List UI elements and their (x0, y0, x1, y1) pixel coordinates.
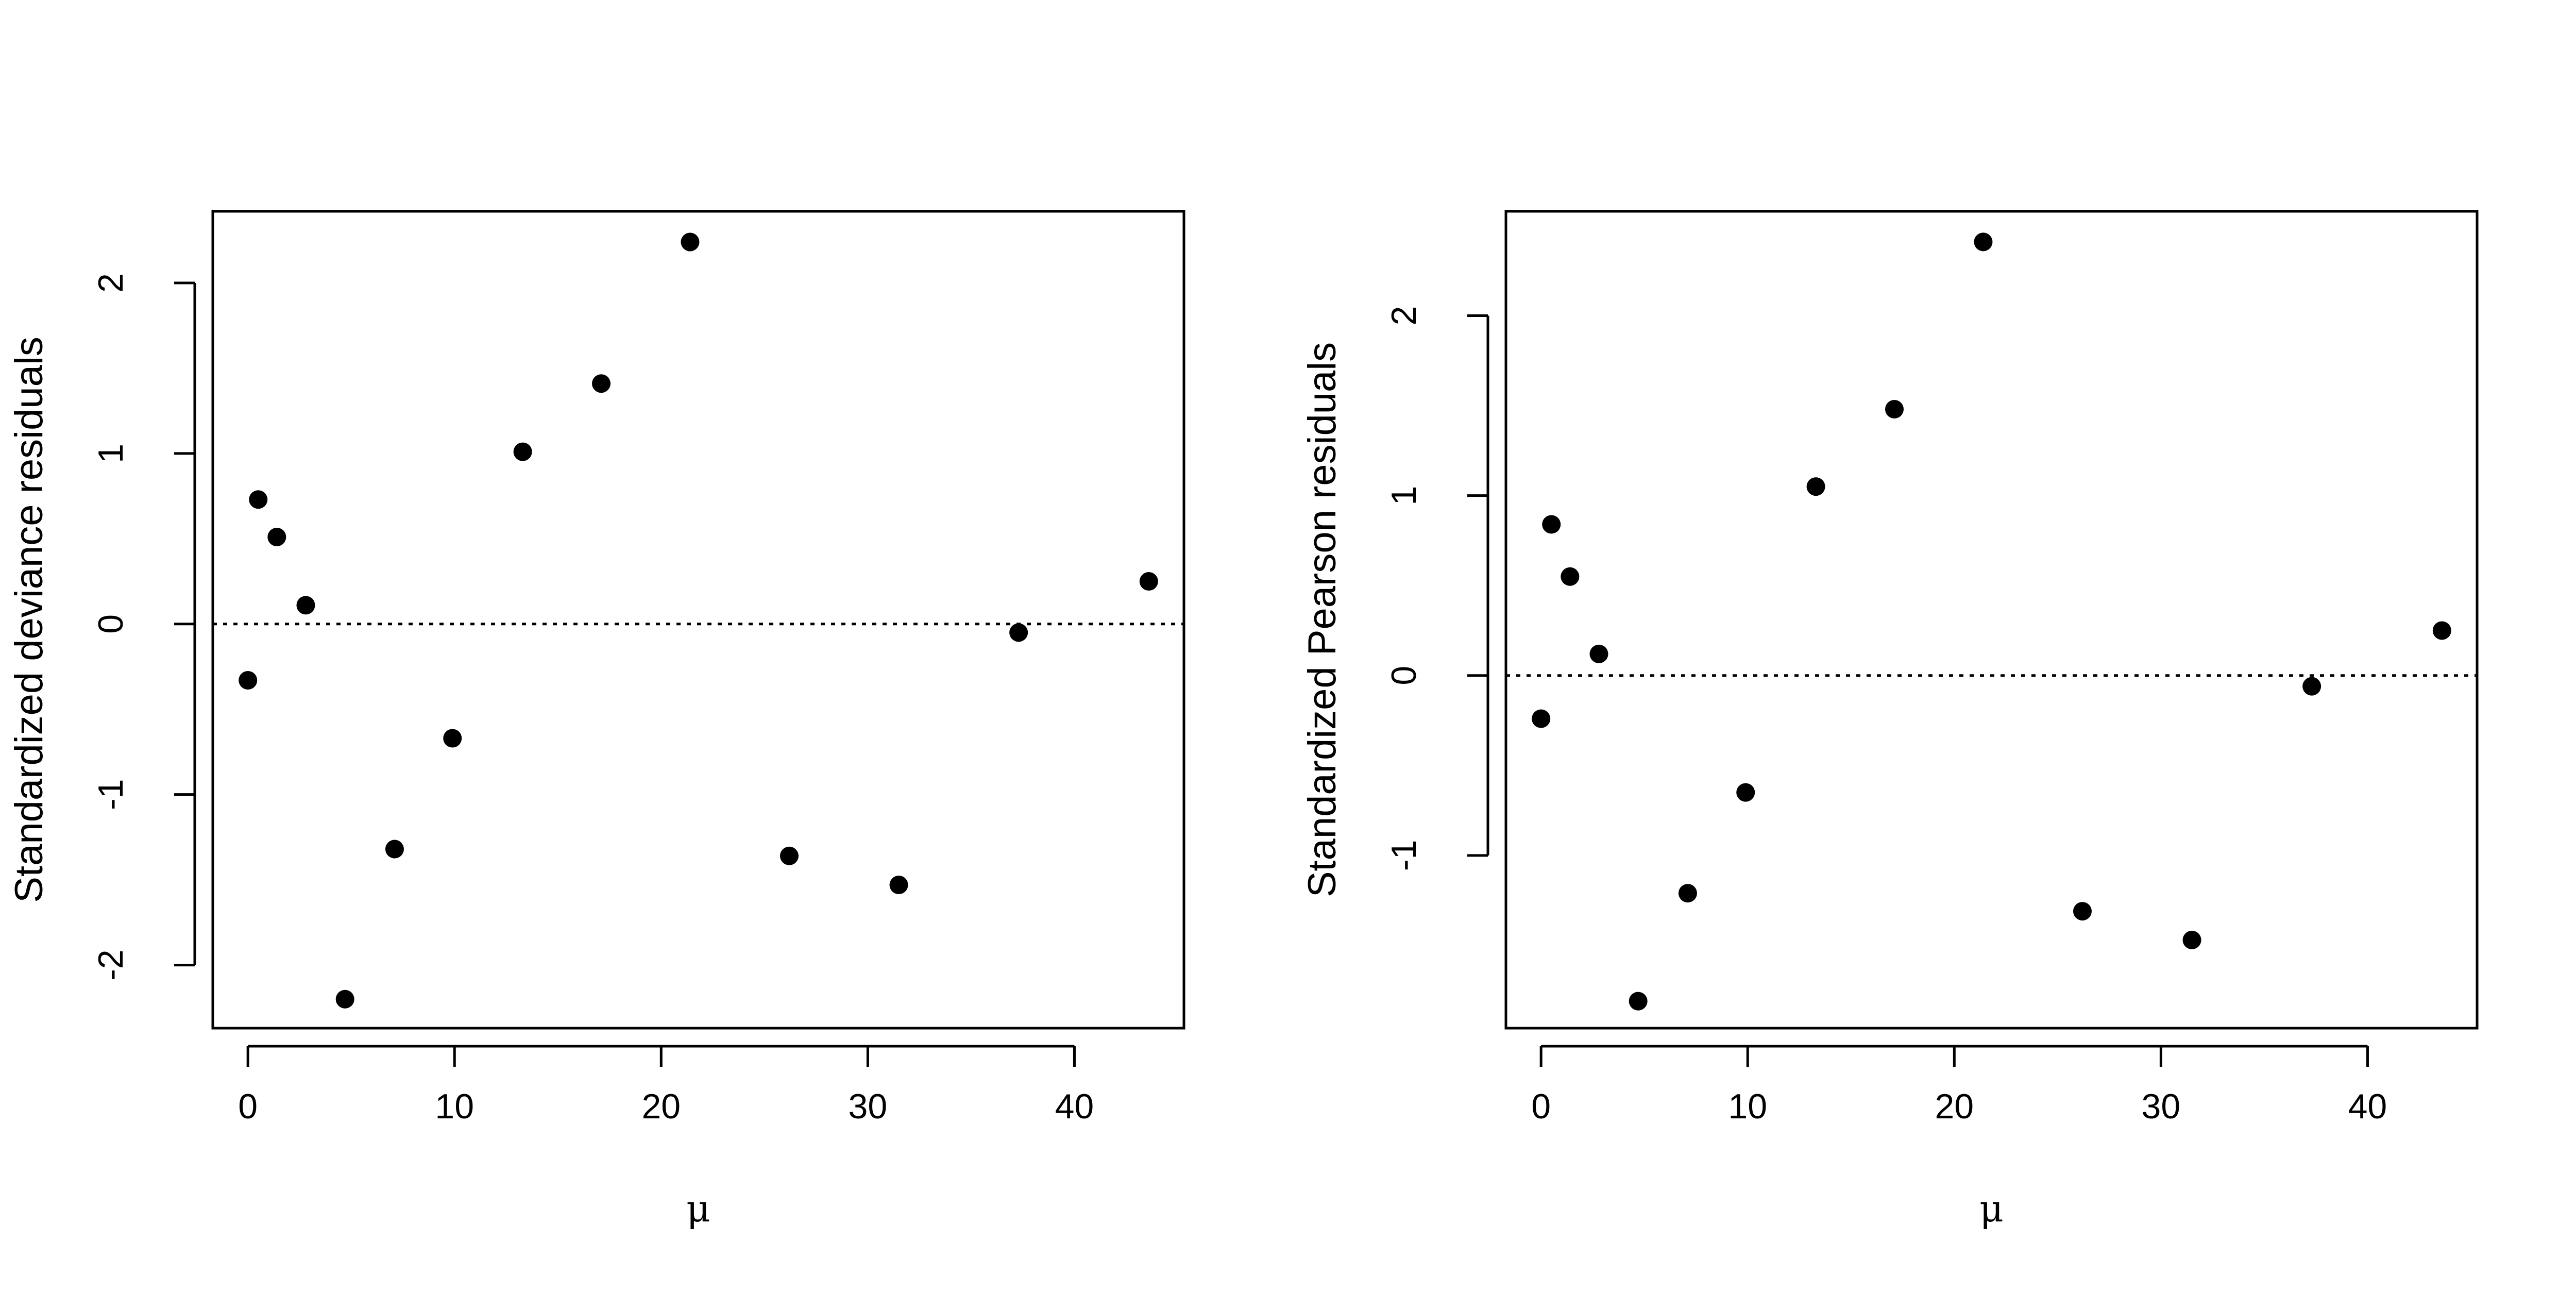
data-point (2073, 902, 2092, 921)
y-tick-label: -1 (1384, 840, 1423, 871)
data-point (592, 374, 611, 393)
data-point (1806, 477, 1825, 496)
x-axis-title: μ (1979, 1187, 2004, 1230)
data-point (779, 846, 799, 865)
y-tick-label: -1 (91, 779, 130, 810)
data-point (249, 490, 268, 509)
x-axis-title: μ (686, 1187, 710, 1230)
data-point (1561, 567, 1580, 586)
data-point (2302, 677, 2321, 696)
data-point (1678, 884, 1697, 903)
y-tick-label: 2 (1384, 306, 1423, 326)
y-axis-title: Standardized Pearson residuals (1300, 342, 1344, 897)
x-tick-label: 20 (641, 1087, 681, 1126)
data-point (513, 442, 532, 461)
x-tick-label: 10 (435, 1087, 474, 1126)
data-point (1974, 232, 1993, 252)
x-tick-label: 40 (1055, 1087, 1094, 1126)
data-point (1736, 783, 1755, 802)
data-point (335, 990, 354, 1009)
y-tick-label: 0 (1384, 666, 1423, 685)
data-point (296, 596, 315, 615)
data-point (443, 729, 462, 748)
y-axis-title: Standardized deviance residuals (7, 337, 51, 902)
data-point (239, 670, 258, 690)
data-point (1532, 709, 1551, 728)
data-point (267, 528, 286, 547)
x-tick-label: 0 (238, 1087, 258, 1126)
data-point (1009, 623, 1028, 642)
data-point (889, 876, 908, 895)
x-tick-label: 30 (2142, 1087, 2181, 1126)
x-tick-label: 0 (1531, 1087, 1551, 1126)
plot-frame (211, 210, 1185, 1030)
data-point (385, 840, 404, 859)
x-tick-label: 10 (1728, 1087, 1767, 1126)
y-tick-label: 0 (91, 614, 130, 634)
data-point (1629, 992, 1648, 1011)
x-tick-label: 20 (1935, 1087, 1974, 1126)
x-tick-label: 40 (2348, 1087, 2387, 1126)
data-point (681, 232, 700, 252)
data-point (1139, 572, 1158, 591)
y-tick-label: 2 (91, 273, 130, 293)
data-point (1885, 400, 1904, 419)
plot-frame (1504, 210, 2479, 1030)
deviance-residuals-panel: 0 10 20 30 40 -2 -1 0 1 2 μ Standardized deviance r… (7, 210, 1185, 1230)
data-point (1542, 515, 1561, 534)
pearson-residuals-panel: 0 10 20 30 40 -1 0 1 2 μ Standardized Pearson resi… (1300, 210, 2479, 1230)
y-tick-label: -2 (91, 949, 130, 980)
data-point (1589, 644, 1608, 663)
data-point (2432, 621, 2451, 640)
data-point (2182, 930, 2201, 949)
y-tick-label: 1 (91, 444, 130, 463)
x-tick-label: 30 (849, 1087, 888, 1126)
y-tick-label: 1 (1384, 486, 1423, 506)
